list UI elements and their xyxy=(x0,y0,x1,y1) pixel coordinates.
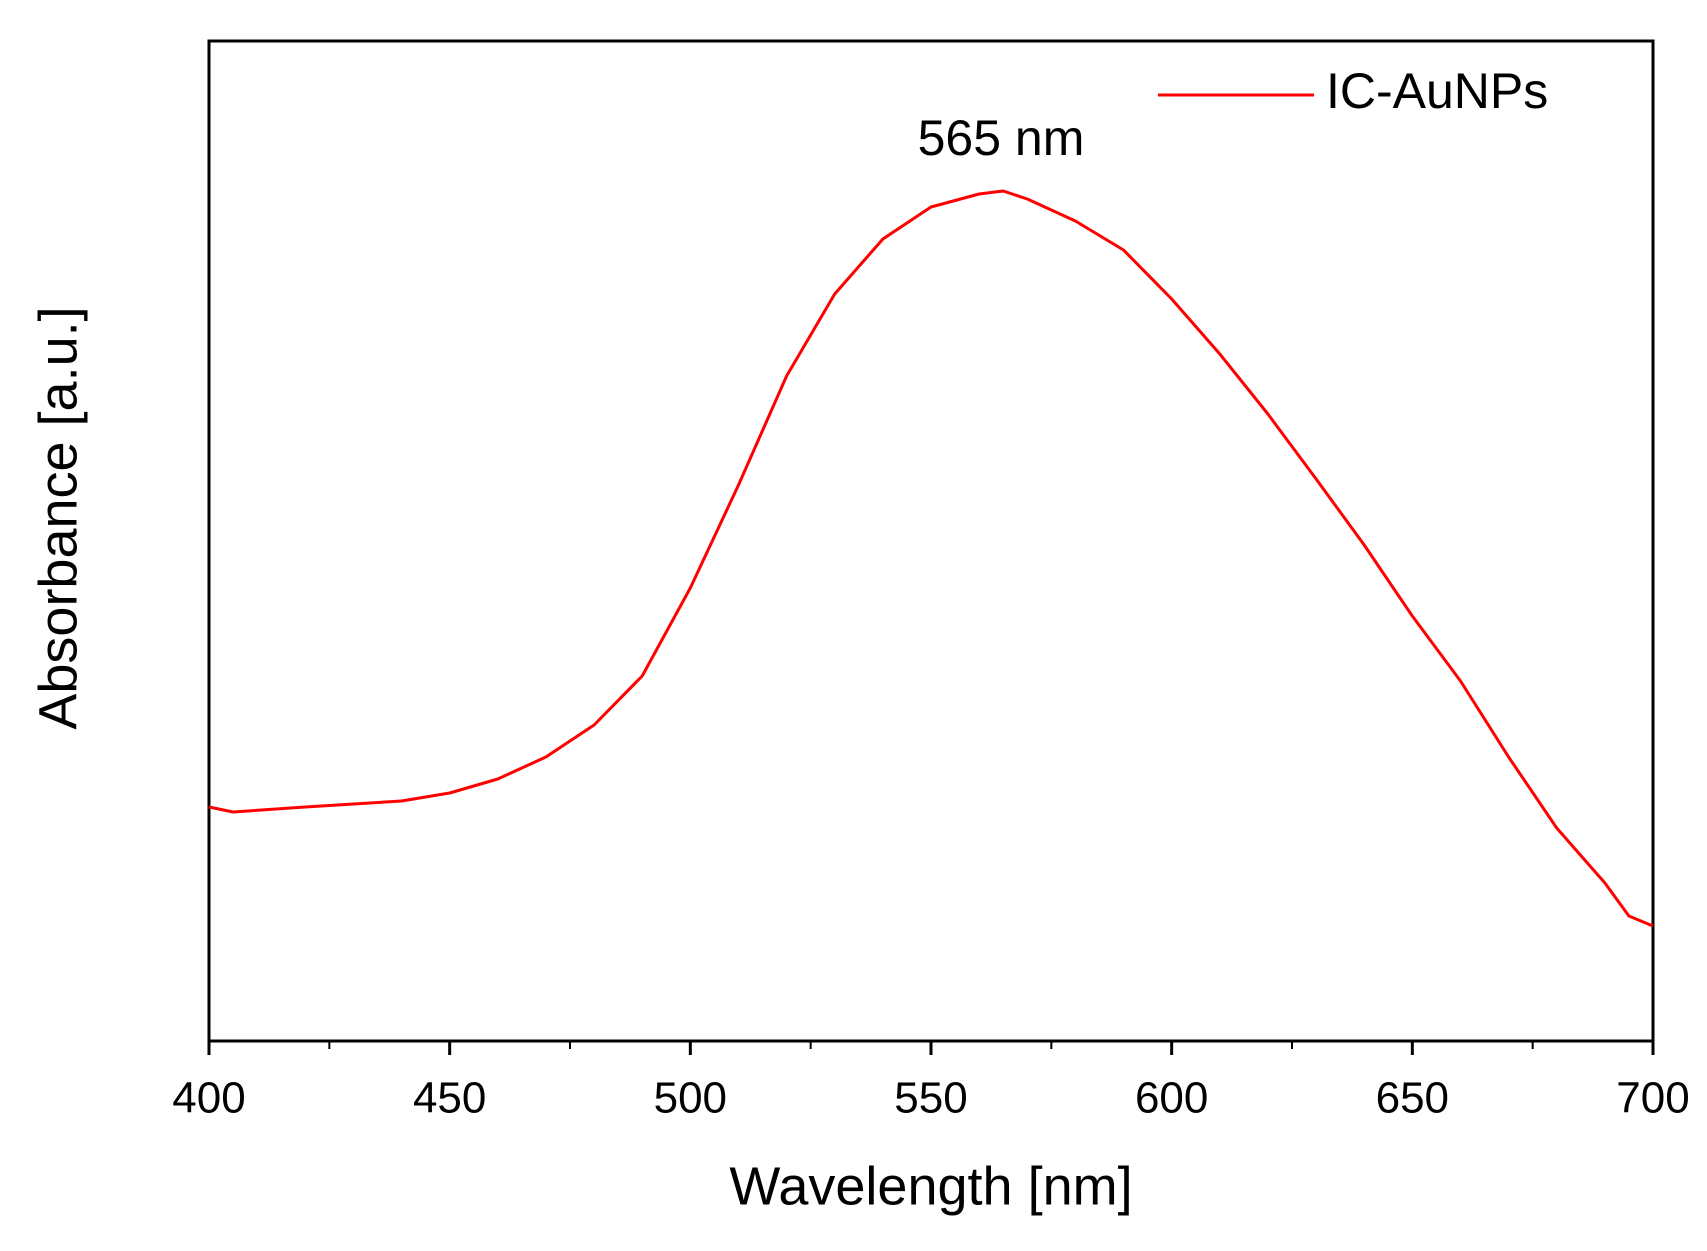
plot-frame xyxy=(207,39,1655,1043)
x-tick-label: 550 xyxy=(894,1074,967,1123)
annotation: 565 nm xyxy=(918,110,1085,166)
x-tick-label: 500 xyxy=(654,1074,727,1123)
legend-label: IC-AuNPs xyxy=(1326,63,1548,119)
x-tick-label: 700 xyxy=(1616,1074,1689,1123)
x-tick-label: 400 xyxy=(172,1074,245,1123)
y-axis-label: Absorbance [a.u.] xyxy=(28,306,88,729)
x-axis-label: Wavelength [nm] xyxy=(729,1156,1132,1216)
x-tick-label: 650 xyxy=(1376,1074,1449,1123)
x-tick-label: 600 xyxy=(1135,1074,1208,1123)
x-tick-label: 450 xyxy=(413,1074,486,1123)
series-line xyxy=(208,189,1654,928)
